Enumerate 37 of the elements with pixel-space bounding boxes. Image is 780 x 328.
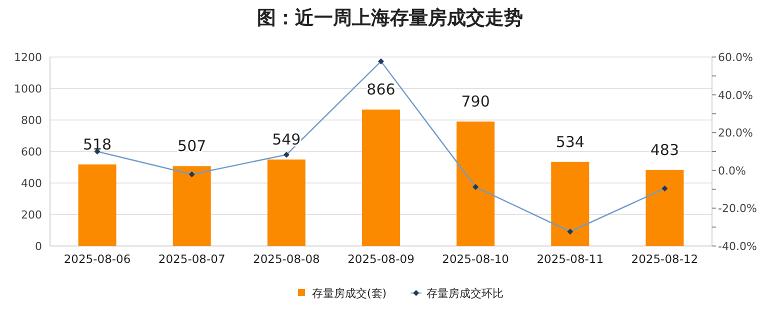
y2-tick-label: 60.0% [718,51,753,64]
x-tick-label: 2025-08-06 [64,252,131,266]
bar [172,166,211,246]
data-label: 483 [650,140,680,159]
bar [551,162,590,246]
data-label: 507 [178,137,206,156]
bar [267,160,306,246]
chart-title: 图：近一周上海存量房成交走势 [257,7,523,29]
x-tick-label: 2025-08-09 [348,252,414,266]
x-tick-label: 2025-08-08 [253,252,320,266]
data-label: 534 [556,132,584,151]
y-tick-label: 600 [21,146,42,158]
y-tick-label: 200 [21,208,42,222]
y2-tick-label: 0.0% [718,164,746,178]
data-label: 518 [82,135,112,154]
bar [78,164,116,246]
data-label: 549 [272,130,301,149]
y-tick-label: 400 [21,177,42,190]
y2-tick-label: 40.0% [718,88,753,102]
data-label: 790 [461,92,490,111]
bar [456,122,495,246]
x-tick-label: 2025-08-11 [536,252,604,266]
data-label: 866 [366,80,396,99]
bar [362,110,400,246]
y-tick-label: 1000 [14,82,42,96]
x-tick-label: 2025-08-07 [158,252,226,266]
y2-tick-label: -20.0% [718,202,757,216]
y2-tick-label: -40.0% [718,240,757,253]
legend-label: 存量房成交环比 [426,287,504,300]
x-tick-label: 2025-08-10 [442,252,509,266]
y-tick-label: 800 [21,114,42,127]
bar [646,170,684,246]
y2-tick-label: 20.0% [718,126,753,140]
y-tick-label: 0 [35,240,42,253]
legend-label: 存量房成交(套) [312,287,387,300]
y-tick-label: 1200 [14,51,42,64]
x-tick-label: 2025-08-12 [631,252,698,266]
